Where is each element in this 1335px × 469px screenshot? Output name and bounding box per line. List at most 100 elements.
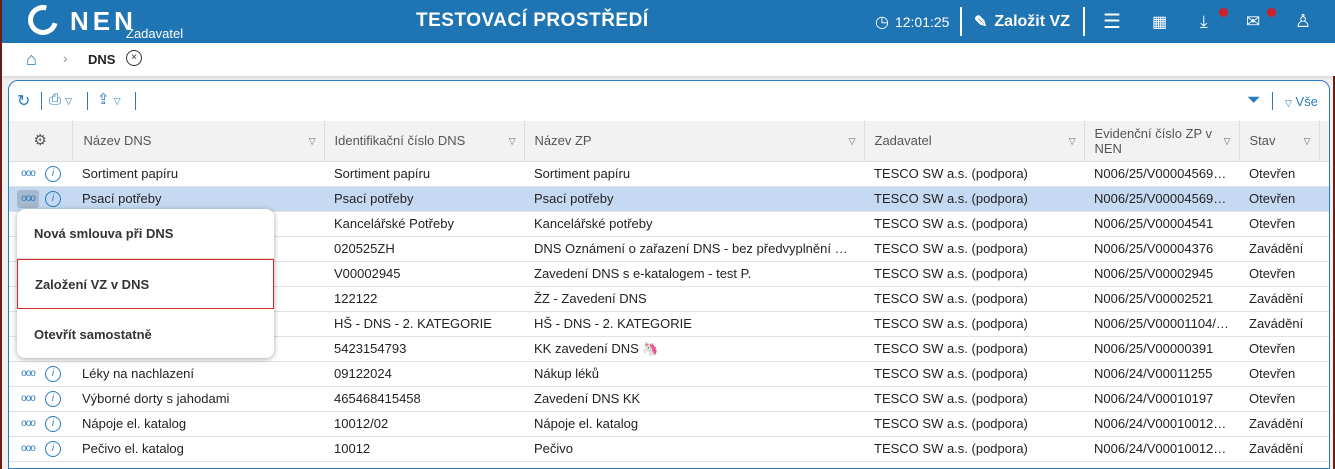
row-actions-button[interactable]: ooo [21, 368, 36, 379]
breadcrumb-current[interactable]: DNS [88, 52, 116, 67]
cell-id: V00002945 [324, 261, 524, 287]
cell-ev: N006/24/V00010012/… [1084, 411, 1239, 437]
info-icon[interactable]: i [45, 366, 61, 382]
cell-ev: N006/25/V00004569/… [1084, 161, 1239, 187]
dns-grid-panel: ↻ ⎙ ▽ ⇪ ▽ ⏷ ▽ Vše ⚙ Název DNS ▽ Identifik… [8, 80, 1330, 469]
table-row[interactable]: ooo i Sortiment papíru Sortiment papíru Sort… [9, 161, 1329, 187]
cell-nazev: Pečivo el. katalog [72, 436, 324, 462]
cell-stav: Otevřen [1239, 161, 1319, 187]
menu-icon[interactable]: ☰ [1103, 11, 1121, 33]
cell-zad: TESCO SW a.s. (podpora) [864, 311, 1084, 337]
table-row[interactable]: ooo i Psací potřeby Psací potřeby Psací potř… [9, 186, 1329, 212]
cell-zad: TESCO SW a.s. (podpora) [864, 336, 1084, 362]
cell-zad: TESCO SW a.s. (podpora) [864, 361, 1084, 387]
column-settings-button[interactable]: ⚙ [9, 121, 73, 162]
cell-stav: Zavádění [1239, 236, 1319, 262]
header-more[interactable] [1319, 121, 1329, 162]
header-nazev-zp[interactable]: Název ZP ▽ [524, 121, 865, 162]
cell-zad: TESCO SW a.s. (podpora) [864, 186, 1084, 212]
create-vz-button[interactable]: ✎ Založit VZ [974, 0, 1070, 43]
download-icon[interactable]: ⤓ [1200, 11, 1208, 31]
cell-stav: Otevřen [1239, 386, 1319, 412]
cell-stav: Otevřen [1239, 361, 1319, 387]
breadcrumb: ⌂ › DNS × [2, 43, 1335, 76]
cell-zp: Kancelářské potřeby [524, 211, 864, 237]
cell-ev: N006/25/V00004376 [1084, 236, 1239, 262]
user-icon[interactable]: ♙ [1295, 11, 1312, 31]
header-zadavatel[interactable]: Zadavatel ▽ [864, 121, 1085, 162]
row-actions-button[interactable]: ooo [21, 168, 36, 179]
cell-id: 09122024 [324, 361, 524, 387]
export-icon[interactable]: ⇪ ▽ [97, 91, 121, 108]
row-actions-button[interactable]: ooo [21, 418, 36, 429]
info-icon[interactable]: i [45, 191, 61, 207]
cell-zad: TESCO SW a.s. (podpora) [864, 386, 1084, 412]
home-icon[interactable]: ⌂ [26, 49, 37, 69]
cell-id: 10012 [324, 436, 524, 462]
refresh-icon[interactable]: ↻ [17, 93, 31, 110]
cell-id: Sortiment papíru [324, 161, 524, 187]
cell-stav: Zavádění [1239, 436, 1319, 462]
mail-icon[interactable]: ✉ [1246, 11, 1261, 31]
cell-zp: KK zavedení DNS 🦄 [524, 336, 864, 362]
cell-ev: N006/25/V00001104/… [1084, 311, 1239, 337]
calendar-icon[interactable]: ▦ [1152, 13, 1168, 31]
row-actions-button[interactable]: ooo [17, 190, 39, 208]
row-actions-button[interactable]: ooo [21, 393, 36, 404]
cell-id: 122122 [324, 286, 524, 312]
cell-stav: Otevřen [1239, 261, 1319, 287]
table-row[interactable]: ooo i Pečivo el. katalog 10012 Pečivo TESCO S… [9, 436, 1329, 462]
cell-id: 5423154793 [324, 336, 524, 362]
cell-zp: Pečivo [524, 436, 864, 462]
cell-zp: Sortiment papíru [524, 161, 864, 187]
cell-nazev: Léky na nachlazení [72, 361, 324, 387]
cell-zp: Zavedení DNS KK [524, 386, 864, 412]
cell-stav: Zavádění [1239, 311, 1319, 337]
row-actions-button[interactable]: ooo [21, 443, 36, 454]
cell-ev: N006/25/V00004569/… [1084, 186, 1239, 212]
cell-zad: TESCO SW a.s. (podpora) [864, 161, 1084, 187]
cell-id: 020525ZH [324, 236, 524, 262]
cell-nazev: Nápoje el. katalog [72, 411, 324, 437]
header-nazev-dns[interactable]: Název DNS ▽ [72, 121, 325, 162]
notification-badge [1219, 8, 1228, 17]
cell-ev: N006/24/V00010012/… [1084, 436, 1239, 462]
filter-all-dropdown[interactable]: ▽ Vše [1285, 94, 1318, 109]
cell-zp: ŽZ - Zavedení DNS [524, 286, 864, 312]
table-row[interactable]: ooo i Léky na nachlazení 09122024 Nákup léků… [9, 361, 1329, 387]
close-tab-icon[interactable]: × [126, 50, 142, 66]
cell-zp: Zavedení DNS s e-katalogem - test P. [524, 261, 864, 287]
row-context-menu: Nová smlouva při DNS Založení VZ v DNS O… [17, 209, 274, 358]
info-icon[interactable]: i [45, 416, 61, 432]
info-icon[interactable]: i [45, 441, 61, 457]
menu-item-new-contract[interactable]: Nová smlouva při DNS [17, 209, 274, 259]
print-icon[interactable]: ⎙ ▽ [49, 91, 73, 108]
info-icon[interactable]: i [45, 391, 61, 407]
cell-nazev: Výborné dorty s jahodami [72, 386, 324, 412]
cell-zad: TESCO SW a.s. (podpora) [864, 261, 1084, 287]
nen-logo-icon[interactable] [22, 0, 64, 41]
dns-table: ⚙ Název DNS ▽ Identifikační číslo DNS ▽ Ná… [9, 121, 1329, 462]
clock-icon: ◷ [875, 13, 889, 31]
chevron-right-icon: › [63, 50, 68, 66]
cell-zp: Nápoje el. katalog [524, 411, 864, 437]
header-id-dns[interactable]: Identifikační číslo DNS ▽ [324, 121, 525, 162]
table-row[interactable]: ooo i Nápoje el. katalog 10012/02 Nápoje el.… [9, 411, 1329, 437]
header-evidencni-cislo[interactable]: Evidenční číslo ZP v NEN ▽ [1084, 121, 1240, 162]
cell-zp: DNS Oznámení o zařazení DNS - bez předvy… [524, 236, 864, 262]
cell-stav: Otevřen [1239, 186, 1319, 212]
menu-item-create-vz[interactable]: Založení VZ v DNS [17, 259, 274, 309]
role-label: Zadavatel [126, 26, 184, 41]
cell-ev: N006/24/V00011255 [1084, 361, 1239, 387]
grid-toolbar: ↻ ⎙ ▽ ⇪ ▽ ⏷ ▽ Vše [9, 81, 1329, 121]
info-icon[interactable]: i [45, 166, 61, 182]
filter-icon[interactable]: ⏷ [1247, 90, 1261, 109]
table-row[interactable]: ooo i Výborné dorty s jahodami 465468415458… [9, 386, 1329, 412]
cell-stav: Zavádění [1239, 411, 1319, 437]
cell-id: 10012/02 [324, 411, 524, 437]
menu-item-open-separately[interactable]: Otevřít samostatně [34, 326, 152, 342]
top-bar: NEN Zadavatel TESTOVACÍ PROSTŘEDÍ ◷ 12:01… [2, 0, 1335, 43]
environment-title: TESTOVACÍ PROSTŘEDÍ [416, 10, 649, 31]
header-stav[interactable]: Stav ▽ [1239, 121, 1320, 162]
filter-all-label: Vše [1295, 94, 1318, 109]
